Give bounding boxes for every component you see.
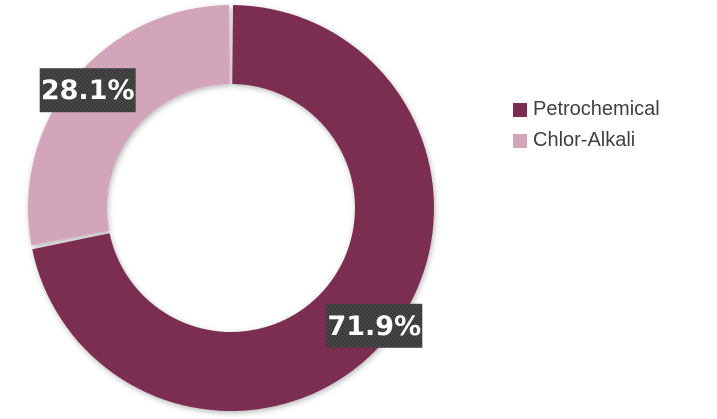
legend-swatch-chlor-alkali bbox=[513, 133, 527, 148]
donut-slices bbox=[27, 5, 435, 411]
slice-chlor-alkali bbox=[27, 5, 230, 246]
data-label-text: 28.1% bbox=[41, 75, 135, 106]
legend-item-chlor-alkali: Chlor-Alkali bbox=[513, 125, 660, 156]
legend: Petrochemical Chlor-Alkali bbox=[513, 94, 660, 156]
data-label-box bbox=[326, 303, 423, 348]
data-label-box bbox=[39, 68, 136, 113]
legend-label-chlor-alkali: Chlor-Alkali bbox=[533, 129, 636, 151]
data-labels: 71.9% 28.1% bbox=[39, 68, 423, 348]
legend-swatch-petrochemical bbox=[513, 102, 527, 117]
data-label-chlor-alkali: 28.1% bbox=[39, 68, 136, 113]
data-label-text: 71.9% bbox=[327, 311, 421, 342]
data-label-petrochemical: 71.9% bbox=[326, 303, 423, 348]
legend-item-petrochemical: Petrochemical bbox=[513, 94, 660, 125]
legend-label-petrochemical: Petrochemical bbox=[533, 98, 660, 120]
